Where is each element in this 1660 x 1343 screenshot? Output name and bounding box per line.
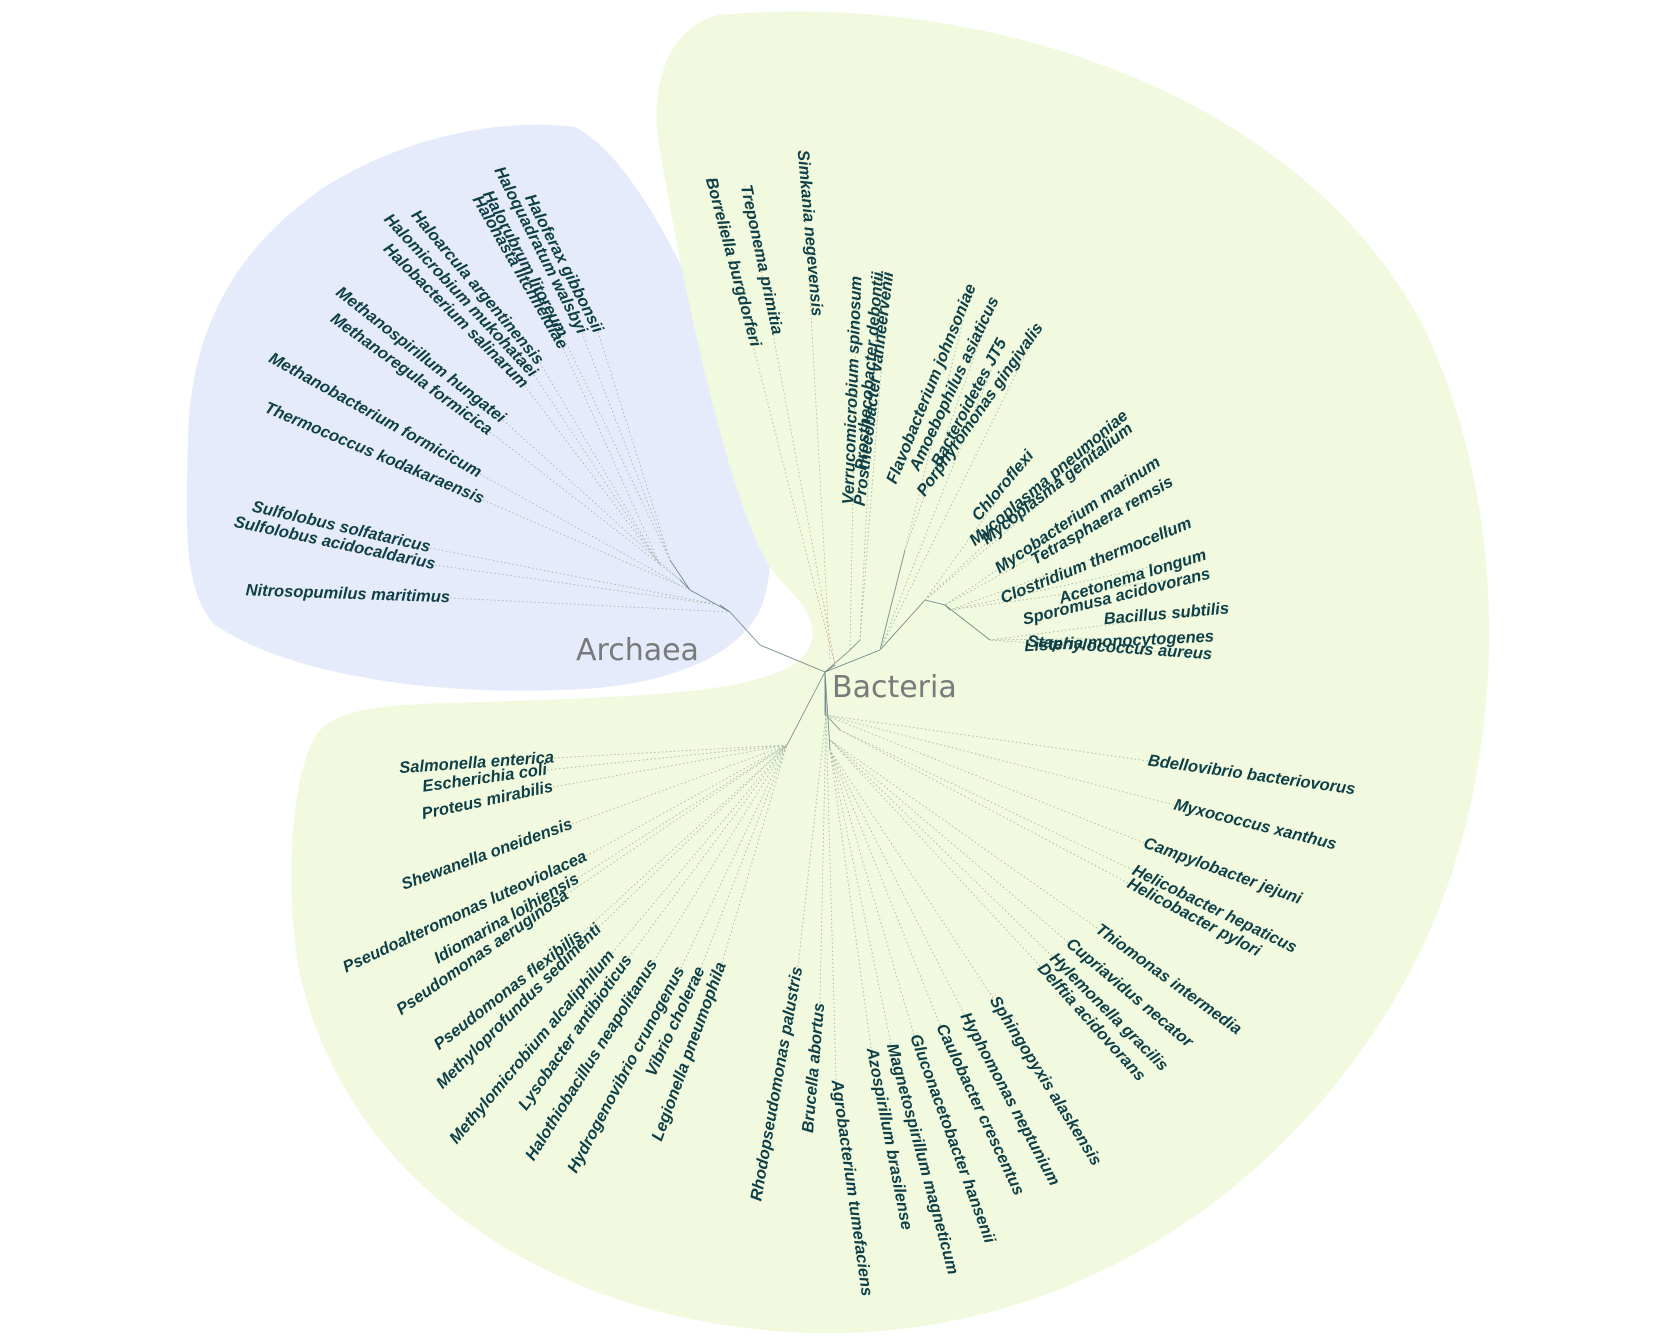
internal-branch [824, 649, 881, 673]
internal-branch [824, 649, 851, 673]
leaf-branch [819, 714, 827, 1004]
internal-branch [879, 599, 926, 651]
internal-branch [824, 664, 836, 673]
internal-branch [679, 579, 691, 591]
internal-branch [944, 604, 991, 641]
leaf-branch [859, 271, 880, 641]
leaf-branch [829, 739, 1041, 967]
leaf-branch [944, 480, 1173, 606]
internal-branch [689, 589, 731, 613]
leaf-branch [562, 335, 671, 561]
leaf-branch [824, 714, 1175, 806]
leaf-branch [829, 749, 994, 999]
leaf-branch [581, 332, 671, 561]
leaf-branch [944, 460, 1160, 606]
internal-branch [924, 599, 946, 606]
leaf-branch [904, 297, 996, 551]
leaf-branch [566, 744, 788, 895]
bacteria-group-label: Bacteria [832, 670, 957, 705]
leaf-branch [989, 608, 1230, 641]
internal-branch [879, 549, 906, 651]
internal-branch [786, 671, 826, 746]
leaf-branch [429, 547, 721, 606]
leaf-branch [829, 749, 941, 1026]
leaf-branch [989, 639, 1213, 656]
leaf-branch [879, 324, 1041, 651]
leaf-branch [546, 744, 788, 771]
leaf-branch [949, 522, 1192, 611]
internal-branch [669, 559, 691, 591]
internal-branch [824, 671, 831, 751]
leaf-branch [628, 744, 788, 958]
leaf-branch [829, 749, 915, 1036]
leaf-branch [611, 744, 788, 954]
leaf-branch [553, 744, 788, 759]
internal-branch [719, 604, 731, 613]
internal-branch [944, 604, 951, 611]
internal-branch [849, 639, 861, 651]
leaf-branch [577, 744, 788, 879]
leaf-branch [829, 749, 965, 1015]
leaf-branch [744, 184, 836, 666]
leaf-branch [482, 499, 691, 591]
internal-branch [759, 644, 826, 673]
leaf-branch [829, 739, 1098, 929]
leaf-branch [801, 149, 831, 661]
leaf-branch [989, 636, 1215, 641]
leaf-branch [924, 426, 1132, 601]
archaea-region [186, 124, 771, 691]
leaf-branch [824, 714, 1145, 844]
leaf-branch [580, 744, 788, 935]
leaf-branch [680, 744, 788, 969]
leaf-branch [524, 385, 661, 566]
tree-branches [429, 149, 1230, 1081]
leaf-branch [924, 413, 1127, 601]
leaf-branch [489, 431, 681, 581]
internal-branch [729, 611, 761, 646]
bacteria-region [291, 11, 1490, 1334]
leaf-branch [829, 739, 1069, 943]
leaf-branch [449, 597, 731, 613]
leaf-branch [859, 271, 890, 641]
archaea-group-label: Archaea [576, 633, 699, 668]
leaf-branch [904, 284, 973, 551]
leaf-branch [539, 362, 661, 566]
leaf-branch [825, 714, 837, 1081]
internal-branch [825, 714, 841, 731]
